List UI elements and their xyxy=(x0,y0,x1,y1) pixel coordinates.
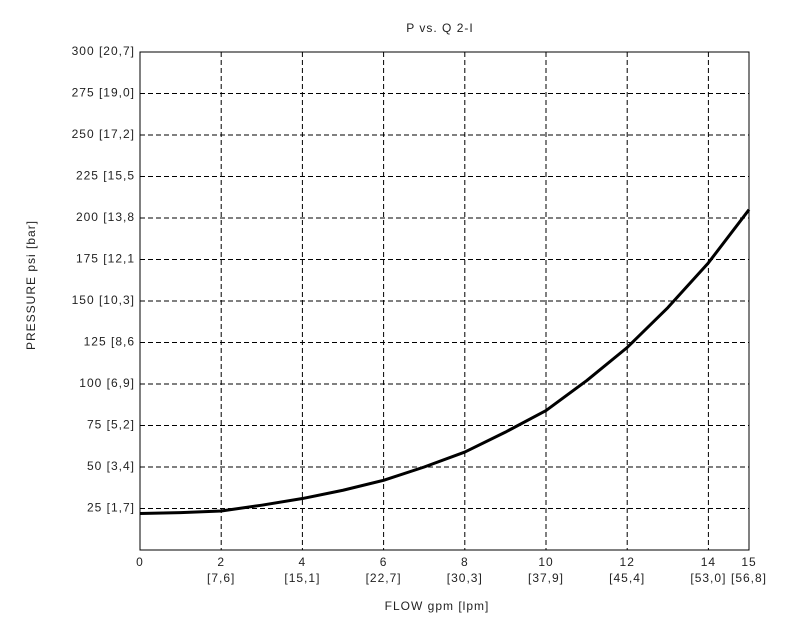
y-tick-label: 175 [12,1 xyxy=(76,252,135,266)
x-tick-label: 6 [22,7] xyxy=(366,555,402,585)
x-tick-label: 14 [53,0] xyxy=(690,555,726,585)
x-tick-label: 10 [37,9] xyxy=(528,555,564,585)
y-tick-label: 100 [6,9] xyxy=(79,376,135,390)
x-axis-label: FLOW gpm [lpm] xyxy=(385,599,490,613)
y-tick-label: 275 [19,0] xyxy=(72,86,135,100)
x-tick-label: 8 [30,3] xyxy=(447,555,483,585)
y-tick-label: 250 [17,2] xyxy=(72,127,135,141)
y-tick-label: 50 [3,4] xyxy=(87,459,135,473)
y-tick-label: 150 [10,3] xyxy=(72,293,135,307)
y-tick-label: 25 [1,7] xyxy=(87,501,135,515)
y-tick-label: 225 [15,5 xyxy=(76,169,135,183)
x-tick-label: 15 [56,8] xyxy=(731,555,767,585)
data-line xyxy=(139,208,751,515)
x-tick-label: 0 xyxy=(136,555,144,569)
x-tick-label: 12 [45,4] xyxy=(609,555,645,585)
x-tick-label: 4 [15,1] xyxy=(284,555,320,585)
y-tick-label: 125 [8,6 xyxy=(84,335,135,349)
y-tick-label: 300 [20,7] xyxy=(72,44,135,58)
x-tick-label: 2 [7,6] xyxy=(207,555,235,585)
y-axis-label: PRESSURE psi [bar] xyxy=(24,220,38,350)
y-tick-label: 200 [13,8 xyxy=(76,210,135,224)
chart-title: P vs. Q 2-I xyxy=(406,21,473,35)
y-tick-label: 75 [5,2] xyxy=(87,418,135,432)
